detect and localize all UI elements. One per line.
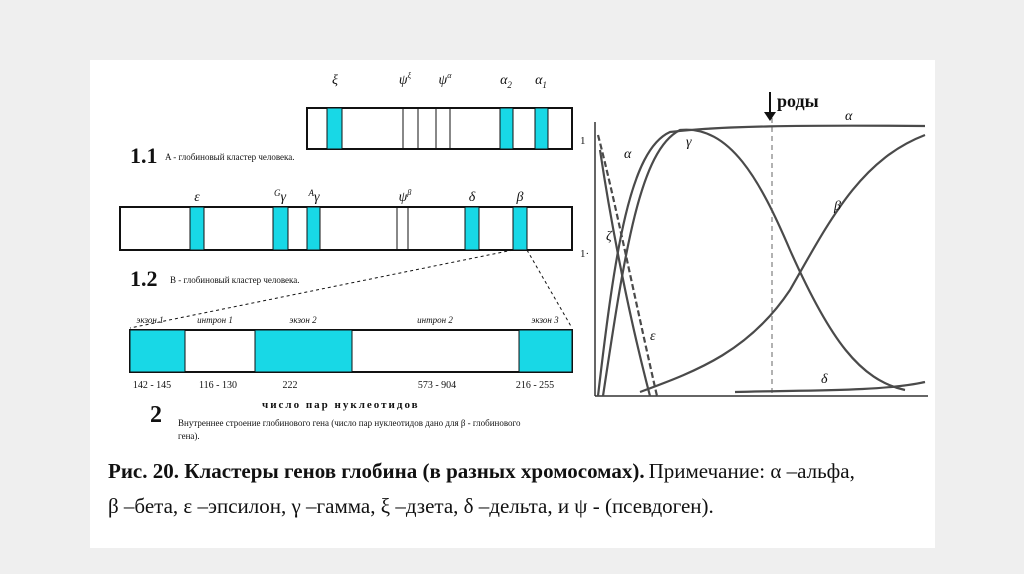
gene-symbol: β — [516, 190, 524, 205]
section-number: 1.1 — [130, 143, 158, 168]
curve-labels: α γ ζ ε β δ α — [606, 109, 853, 387]
segment-label: экзон 1 — [136, 315, 163, 325]
delta-curve — [734, 380, 926, 394]
birth-label: роды — [777, 91, 819, 111]
gene-label: ψα — [439, 71, 453, 88]
gene-label: ψβ — [399, 188, 412, 205]
gene-label: α1 — [535, 73, 547, 90]
gene-sub: 1 — [542, 80, 547, 90]
segment-label: экзон 2 — [289, 315, 317, 325]
gene-labels: экзон 1 интрон 1 экзон 2 интрон 2 экзон 3 142… — [133, 315, 559, 391]
curve-label: ζ — [606, 229, 613, 244]
cluster-caption: A - глобиновый кластер человека. — [165, 152, 295, 162]
gene-label: Aγ — [307, 188, 320, 205]
gene-box — [189, 206, 205, 251]
caption-title: Рис. 20. Кластеры генов глобина (в разны… — [108, 459, 645, 483]
gene-symbol: α — [535, 73, 543, 88]
gamma-curve — [601, 128, 906, 397]
exon — [518, 329, 573, 373]
curve-label: ε — [650, 329, 656, 344]
figure-caption: β –бета, ε –эпсилон, γ –гамма, ξ –дзета,… — [108, 494, 714, 518]
section-number: 1.2 — [130, 266, 158, 291]
gene-symbol: ξ — [332, 73, 338, 88]
birth-arrow-head — [764, 112, 776, 121]
gene-box — [326, 107, 343, 150]
figure-caption: Рис. 20. Кластеры генов глобина (в разны… — [108, 459, 855, 483]
gene-symbol: γ — [280, 190, 286, 205]
segment-label: интрон 1 — [197, 315, 233, 325]
length-label: 142 - 145 — [133, 380, 171, 391]
gene-box — [272, 206, 289, 251]
gene-box — [534, 107, 549, 150]
epsilon-curve — [598, 149, 652, 397]
gene-label: Gγ — [274, 188, 287, 205]
gene-sub: 2 — [507, 80, 512, 90]
curve-label: β — [833, 199, 841, 214]
length-label: 216 - 255 — [516, 380, 554, 391]
cluster-a-bar — [306, 107, 573, 150]
gene-box — [512, 206, 528, 251]
gene-description: Внутреннее строение глобинового гена (чи… — [178, 418, 521, 428]
gene-prefix: G — [274, 188, 281, 198]
gene-box — [499, 107, 514, 150]
plot-tick: 1· — [580, 248, 589, 260]
plot-tick: 1 — [580, 135, 586, 147]
zeta-curve — [596, 134, 659, 397]
length-label: 222 — [283, 380, 298, 391]
cluster-b-labels: ε Gγ Aγ ψβ δ β — [194, 188, 523, 205]
gene-symbol: δ — [469, 190, 476, 205]
gene-label: β — [516, 190, 524, 205]
alpha-curve — [596, 124, 926, 397]
exon — [129, 329, 186, 373]
gene-symbol: ψ — [439, 73, 448, 88]
gene-symbol: ψ — [399, 190, 408, 205]
segment-label: интрон 2 — [417, 315, 453, 325]
curve-label: α — [624, 147, 632, 162]
zoom-line — [129, 249, 514, 329]
section-number: 2 — [150, 402, 162, 428]
gene-sup: ξ — [408, 71, 412, 80]
gene-sup: β — [406, 188, 411, 197]
curve-label: δ — [821, 372, 828, 387]
gene-label: ξ — [332, 73, 338, 88]
lengths-title: число пар нуклеотидов — [262, 399, 420, 411]
cluster-caption: B - глобиновый кластер человека. — [170, 275, 300, 285]
gene-sup: α — [447, 71, 452, 80]
curve-label: α — [845, 109, 853, 124]
length-label: 573 - 904 — [418, 380, 456, 391]
segment-label: экзон 3 — [531, 315, 559, 325]
curve-label: γ — [686, 135, 692, 150]
gene-box — [306, 206, 321, 251]
beta-curve — [639, 133, 926, 394]
cluster-b-bar — [119, 206, 573, 251]
gene-box — [464, 206, 480, 251]
gene-prefix: A — [307, 188, 314, 198]
exon — [254, 329, 353, 373]
gene-label: δ — [469, 190, 476, 205]
gene-description: гена). — [178, 431, 200, 441]
gene-symbol: ψ — [399, 73, 408, 88]
gene-symbol: ε — [194, 190, 200, 205]
gene-label: ε — [194, 190, 200, 205]
gene-symbol: α — [500, 73, 508, 88]
cluster-a-labels: ξ ψξ ψα α2 α1 — [332, 71, 547, 90]
gene-label: α2 — [500, 73, 512, 90]
length-label: 116 - 130 — [199, 380, 237, 391]
gene-label: ψξ — [399, 71, 412, 88]
gene-symbol: γ — [314, 190, 320, 205]
caption-note: Примечание: α –альфа, — [649, 459, 855, 483]
